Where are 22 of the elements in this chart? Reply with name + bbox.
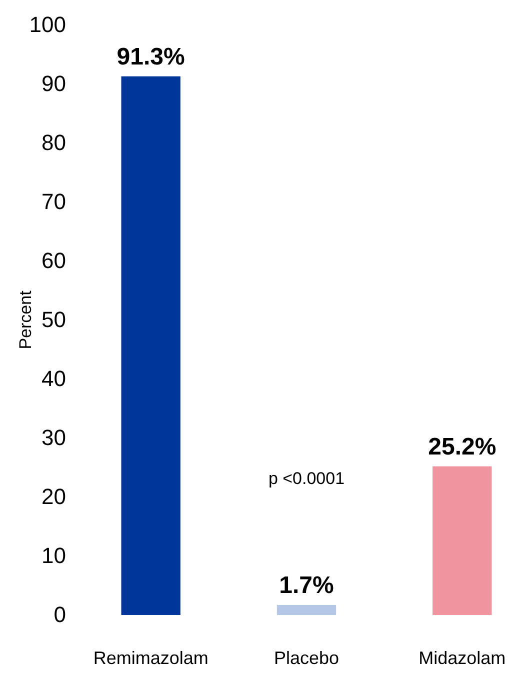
y-tick-label: 70	[42, 189, 66, 214]
y-tick-label: 10	[42, 543, 66, 568]
data-label: 1.7%	[279, 572, 334, 599]
x-tick-label: Remimazolam	[93, 648, 208, 668]
x-tick-label: Midazolam	[418, 648, 506, 668]
bar	[121, 76, 180, 615]
y-tick-label: 20	[42, 484, 66, 510]
data-label: 91.3%	[116, 43, 185, 70]
y-tick-label: 60	[42, 248, 66, 274]
y-tick-label: 100	[29, 12, 66, 38]
data-label: 25.2%	[428, 433, 496, 460]
annotation: p <0.0001	[268, 469, 345, 488]
bar	[432, 466, 492, 615]
y-tick-label: 80	[42, 130, 66, 156]
y-tick-label: 50	[42, 307, 66, 332]
y-tick-label: 90	[42, 71, 66, 96]
x-tick-label: Placebo	[274, 648, 340, 668]
y-tick-label: 40	[42, 366, 66, 392]
bar	[276, 604, 336, 615]
y-axis-title: Percent	[16, 290, 35, 350]
y-tick-label: 30	[42, 425, 66, 450]
y-tick-label: 0	[54, 602, 66, 628]
